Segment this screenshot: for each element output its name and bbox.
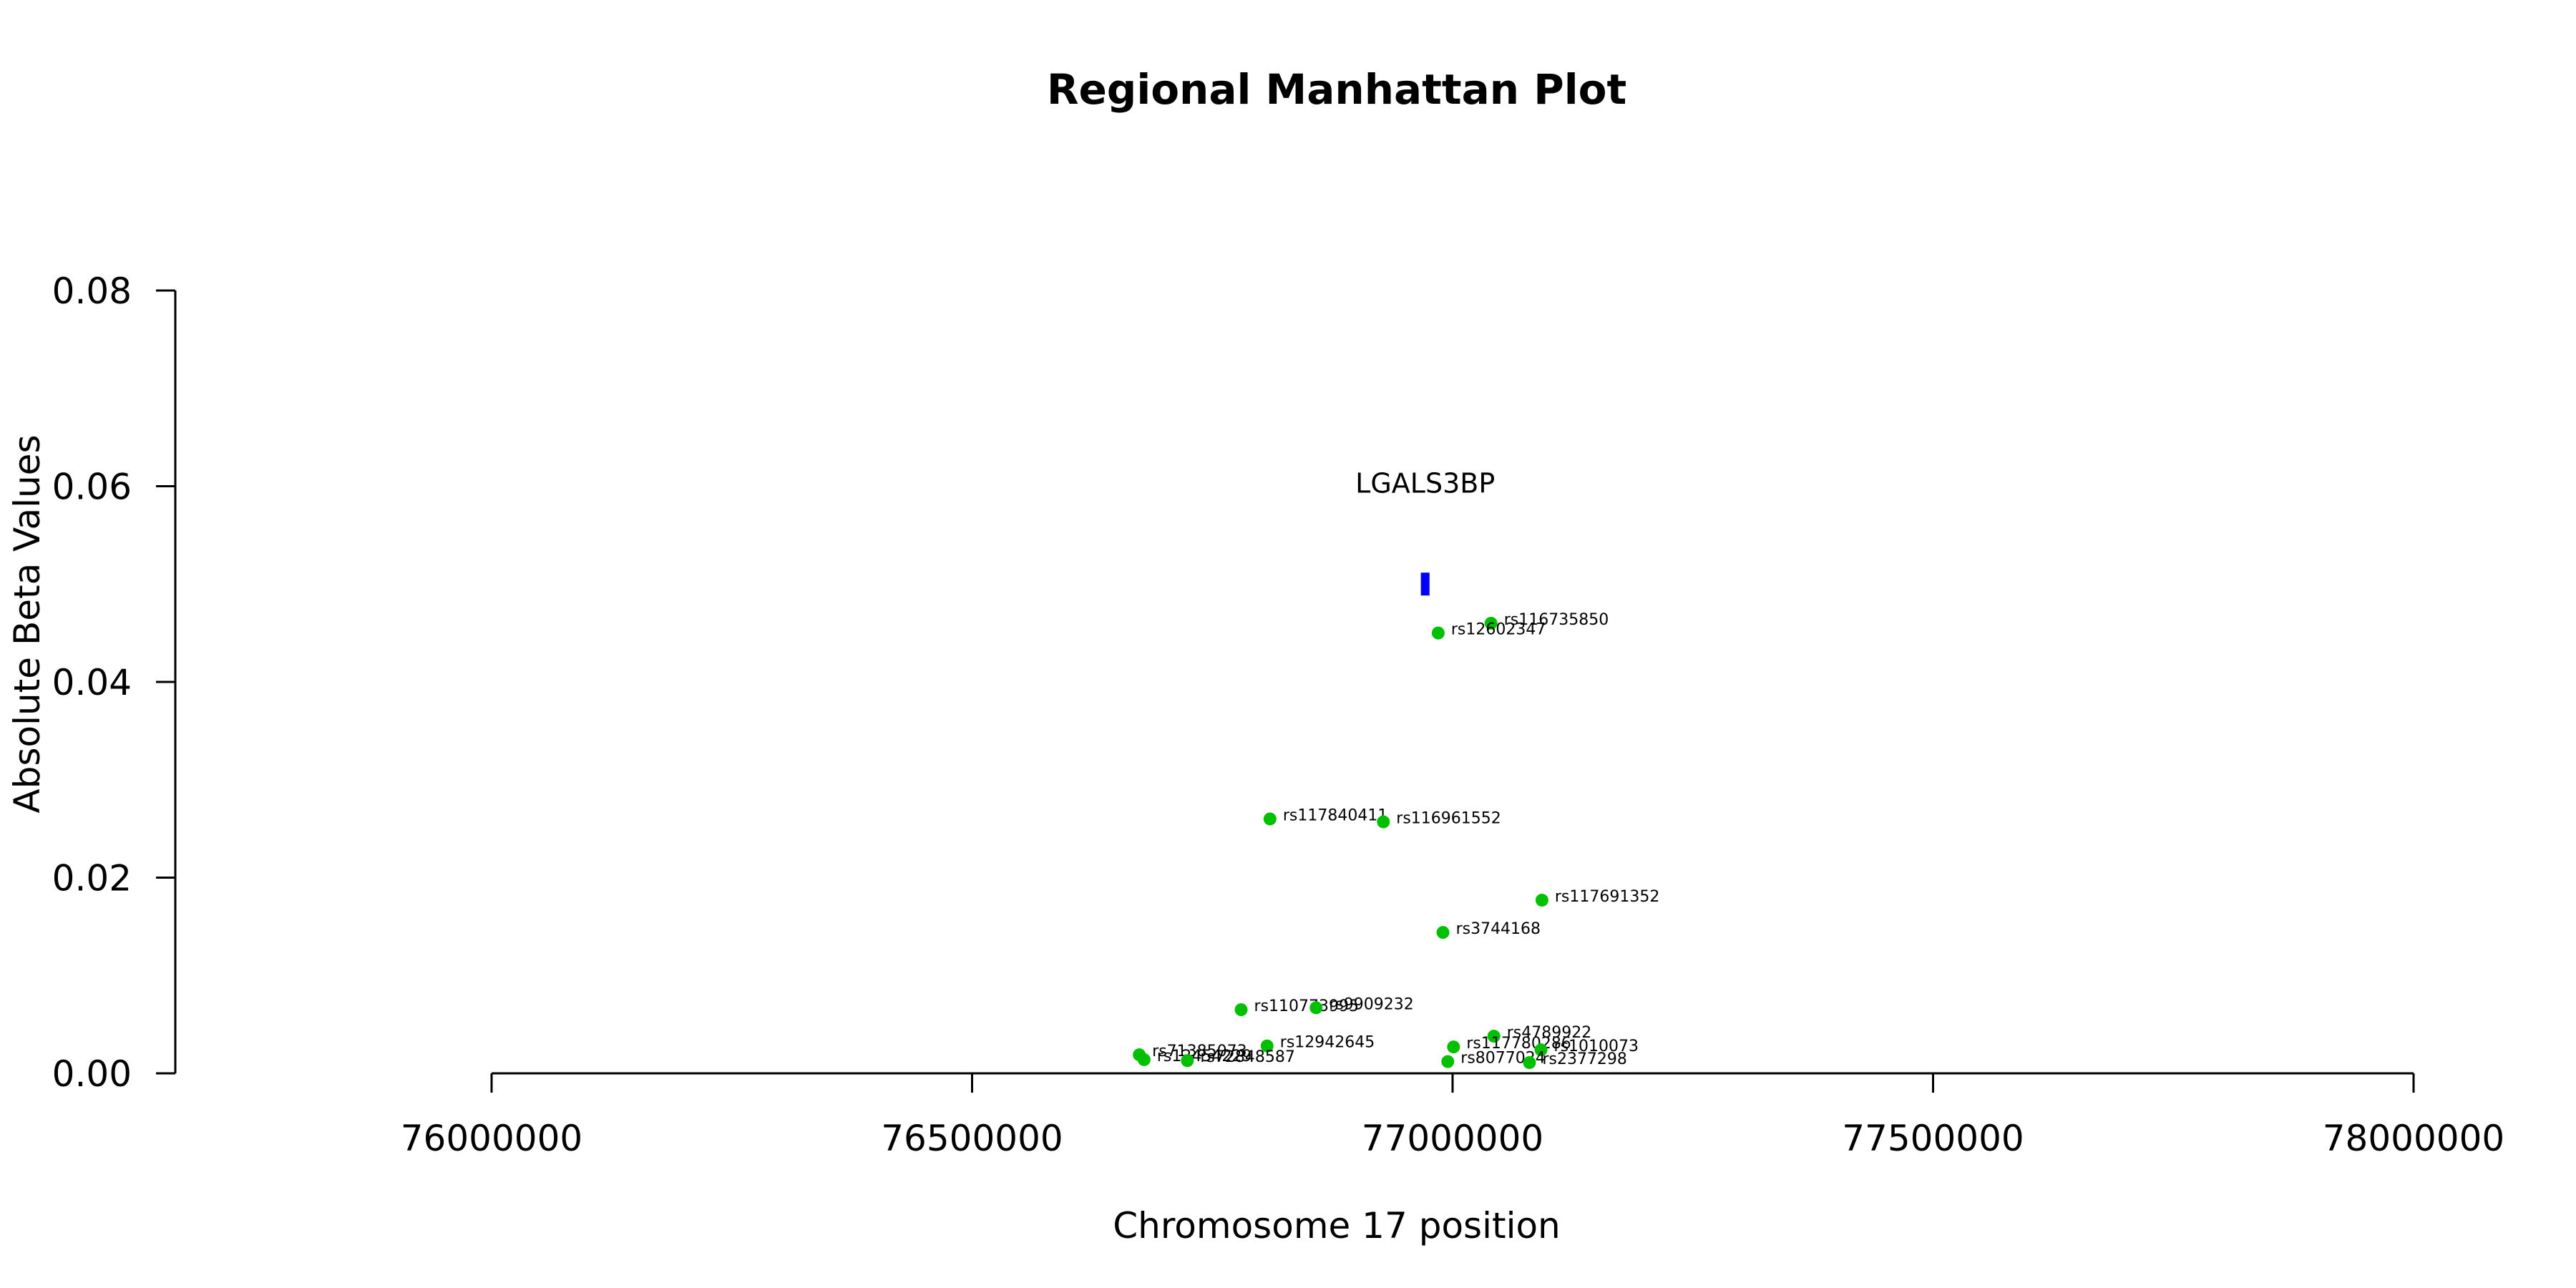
- snp-point: [1484, 616, 1498, 630]
- snp-point: [1523, 1055, 1536, 1069]
- y-tick-label: 0.04: [52, 662, 132, 703]
- snp-label: rs72848587: [1200, 1048, 1294, 1066]
- snp-label: rs2377298: [1542, 1050, 1627, 1068]
- snp-label: rs3744168: [1456, 920, 1541, 938]
- x-axis-label: Chromosome 17 position: [1113, 1205, 1561, 1246]
- snp-point: [1431, 626, 1445, 640]
- snp-point: [1234, 1003, 1248, 1017]
- snp-point: [1260, 1039, 1274, 1053]
- snp-label: rs116735850: [1504, 611, 1609, 629]
- gene-marker: [1420, 572, 1430, 596]
- x-axis: 76000000 76500000 77000000 77500000 78000000: [401, 1072, 2505, 1159]
- snp-label: rs9909232: [1329, 995, 1414, 1013]
- x-ticks: 76000000 76500000 77000000 77500000 78000000: [401, 1073, 2505, 1159]
- snp-label: rs12602347: [1451, 621, 1546, 639]
- snp-point: [1487, 1030, 1501, 1043]
- snp-point: [1441, 1055, 1455, 1068]
- y-tick-label: 0.06: [52, 467, 132, 508]
- y-tick-label: 0.00: [52, 1053, 132, 1095]
- y-axis-label: Absolute Beta Values: [6, 435, 48, 814]
- snp-label: rs117691352: [1555, 888, 1659, 906]
- x-tick-label: 76000000: [401, 1118, 583, 1159]
- y-tick-label: 0.08: [52, 270, 132, 312]
- y-tick-label: 0.02: [52, 858, 132, 899]
- snp-point: [1309, 1001, 1323, 1015]
- snp-point: [1447, 1040, 1460, 1054]
- snp-label: rs117840411: [1283, 806, 1387, 824]
- snp-label: rs1010073: [1554, 1038, 1639, 1055]
- snp-point: [1137, 1053, 1151, 1066]
- snp-point: [1436, 926, 1450, 940]
- x-tick-label: 77000000: [1362, 1118, 1544, 1159]
- snp-label: rs116961552: [1396, 810, 1501, 828]
- y-axis: 0.00 0.02 0.04 0.06 0.08: [52, 270, 177, 1095]
- y-ticks: 0.00 0.02 0.04 0.06 0.08: [52, 270, 175, 1095]
- chart-title: Regional Manhattan Plot: [1047, 65, 1626, 114]
- x-tick-label: 78000000: [2323, 1118, 2505, 1159]
- snp-point: [1535, 893, 1548, 907]
- x-tick-label: 77500000: [1842, 1118, 2024, 1159]
- snp-point: [1377, 815, 1390, 829]
- snp-label: rs117780286: [1466, 1035, 1571, 1053]
- snp-point: [1263, 812, 1277, 826]
- snp-point: [1534, 1043, 1548, 1057]
- gene-annotations: LGALS3BP: [1355, 467, 1495, 596]
- snp-label: rs12942645: [1280, 1034, 1375, 1052]
- snp-label: rs71385073: [1152, 1043, 1246, 1060]
- snp-label: rs4789922: [1507, 1024, 1592, 1042]
- snp-label: rs12454229: [1157, 1048, 1252, 1065]
- snp-point: [1181, 1054, 1194, 1068]
- gene-label: LGALS3BP: [1355, 467, 1495, 499]
- snp-label: rs110773995: [1254, 997, 1359, 1015]
- x-tick-label: 76500000: [881, 1118, 1063, 1159]
